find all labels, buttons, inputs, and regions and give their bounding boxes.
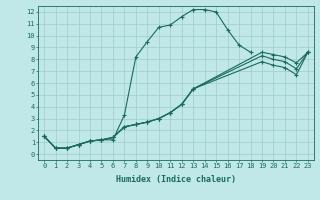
X-axis label: Humidex (Indice chaleur): Humidex (Indice chaleur) xyxy=(116,175,236,184)
